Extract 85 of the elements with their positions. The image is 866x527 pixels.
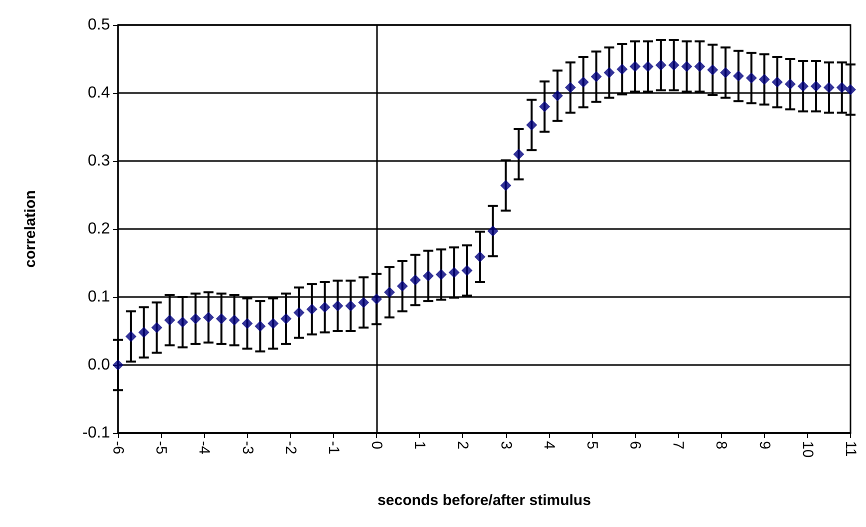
point: [604, 67, 615, 78]
point: [694, 60, 706, 72]
point: [138, 326, 150, 338]
point: [784, 78, 796, 90]
point: [487, 226, 498, 237]
point: [306, 304, 318, 315]
point: [564, 82, 576, 94]
point: [242, 318, 253, 330]
point: [758, 74, 770, 85]
point: [410, 274, 421, 286]
point: [616, 64, 628, 75]
point: [732, 70, 744, 82]
point: [319, 302, 330, 313]
x-tick-label: -6: [110, 441, 126, 454]
point: [681, 60, 692, 72]
point: [655, 60, 666, 71]
point: [810, 80, 822, 92]
point: [448, 267, 460, 278]
point: [177, 316, 188, 328]
point: [112, 360, 124, 370]
x-tick-label: 11: [842, 441, 859, 457]
x-tick-label: 10: [798, 441, 816, 458]
x-tick-label: -2: [282, 441, 299, 454]
point: [293, 307, 304, 318]
point: [772, 76, 783, 88]
point: [280, 313, 292, 324]
point: [539, 101, 550, 112]
x-tick-label: 2: [454, 441, 472, 450]
point: [384, 286, 395, 298]
y-tick-label: 0.0: [88, 356, 110, 374]
y-tick-label: 0.3: [88, 152, 110, 170]
y-tick-label: 0.1: [88, 288, 110, 306]
x-tick-label: 1: [411, 441, 428, 450]
point: [630, 60, 641, 72]
x-tick-label: -1: [324, 441, 342, 454]
y-tick-label: 0.4: [88, 84, 110, 102]
x-tick-label: -5: [152, 441, 170, 454]
point: [190, 313, 202, 324]
x-tick-label: -3: [238, 441, 256, 454]
x-tick-label: 9: [756, 441, 773, 450]
point: [642, 60, 654, 72]
point: [462, 264, 473, 276]
point: [500, 180, 512, 191]
point: [746, 72, 757, 84]
point: [578, 76, 589, 88]
x-tick-label: 3: [497, 441, 514, 450]
x-tick-label: 7: [670, 441, 687, 450]
point: [474, 251, 486, 262]
point: [216, 313, 227, 324]
x-tick-label: 6: [626, 441, 644, 450]
x-tick-label: 0: [368, 441, 386, 450]
y-tick-label: -0.1: [82, 424, 110, 442]
x-tick-label: 5: [583, 441, 600, 450]
point: [151, 322, 162, 334]
point: [436, 269, 447, 280]
point: [707, 64, 718, 76]
x-axis-title: seconds before/after stimulus: [378, 492, 591, 509]
point: [513, 148, 524, 160]
point: [720, 67, 732, 78]
point: [345, 300, 356, 312]
point: [332, 300, 344, 312]
point: [358, 296, 370, 308]
y-axis-title: correlation: [22, 190, 39, 268]
x-tick-label: 4: [540, 441, 558, 450]
point: [526, 119, 538, 130]
point: [590, 71, 602, 82]
point: [164, 314, 176, 326]
point: [202, 312, 214, 323]
point: [422, 270, 434, 282]
point: [798, 80, 809, 92]
x-tick-label: -4: [196, 441, 213, 454]
point: [845, 84, 856, 96]
point: [823, 82, 834, 94]
point: [228, 314, 240, 326]
point: [668, 60, 680, 71]
x-tick-label: 8: [712, 441, 730, 450]
point: [836, 82, 848, 94]
point: [125, 330, 136, 342]
point: [268, 318, 279, 330]
point: [552, 90, 563, 102]
y-tick-label: 0.5: [88, 16, 110, 34]
point: [254, 320, 266, 332]
point: [396, 280, 408, 292]
y-tick-label: 0.2: [88, 220, 110, 238]
point: [371, 294, 382, 305]
